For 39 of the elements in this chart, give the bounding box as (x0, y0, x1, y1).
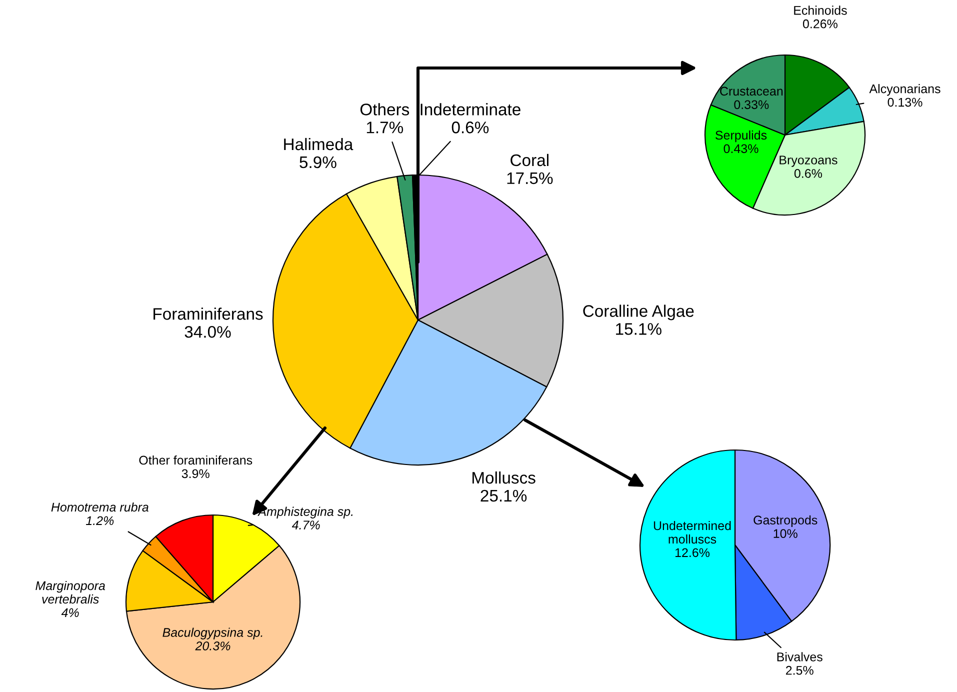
slice-label: Undetermined molluscs (654, 520, 731, 544)
slice-label: Alcyonarians (869, 84, 940, 96)
data-label: 34.0% (184, 326, 231, 338)
slice-label: Baculogypsina sp. (162, 628, 262, 640)
data-label: 20.3% (195, 642, 230, 650)
slice-label: Serpulids (716, 130, 767, 142)
slice-label: Bivalves (777, 652, 822, 662)
data-label: 0.33% (734, 100, 769, 110)
data-label: 12.6% (675, 548, 710, 558)
data-label: 25.1% (480, 490, 527, 502)
slice-label: Halimeda (284, 138, 354, 150)
slice-label: Crustacean (720, 86, 783, 96)
data-label: 0.43% (724, 144, 758, 154)
data-label: 1.2% (86, 516, 114, 526)
data-label: 0.26% (802, 19, 838, 28)
data-label: 15.1% (616, 323, 662, 335)
slice-label: Others (360, 103, 410, 116)
data-label: 0.6% (794, 169, 822, 178)
slice-label: Homotrema rubra (51, 502, 148, 512)
slice-label: Marginopora vertebralis (36, 580, 105, 604)
slice-label: Foraminiferans (154, 308, 263, 320)
data-label: 10% (774, 529, 798, 538)
slice-label: Other foraminiferans (139, 455, 252, 465)
data-label: 4% (61, 608, 79, 618)
data-label: 3.9% (182, 469, 210, 478)
data-label: 5.9% (300, 156, 336, 168)
slice-label: Echinoids (794, 6, 847, 15)
data-label: 0.6% (452, 122, 489, 134)
slice-label: Gastropods (754, 515, 818, 527)
data-label: 17.5% (507, 172, 553, 184)
slice-label: Coralline Algae (583, 304, 694, 320)
slice-label: Indeterminate (420, 103, 520, 116)
data-label: 1.7% (366, 122, 404, 134)
data-label: 2.5% (786, 666, 814, 675)
slice-label: Molluscs (472, 471, 536, 484)
data-label: 0.13% (888, 98, 922, 107)
slice-label: Bryozoans (780, 156, 838, 167)
slice-label: Coral (510, 154, 548, 166)
data-label: 4.7% (292, 520, 320, 530)
